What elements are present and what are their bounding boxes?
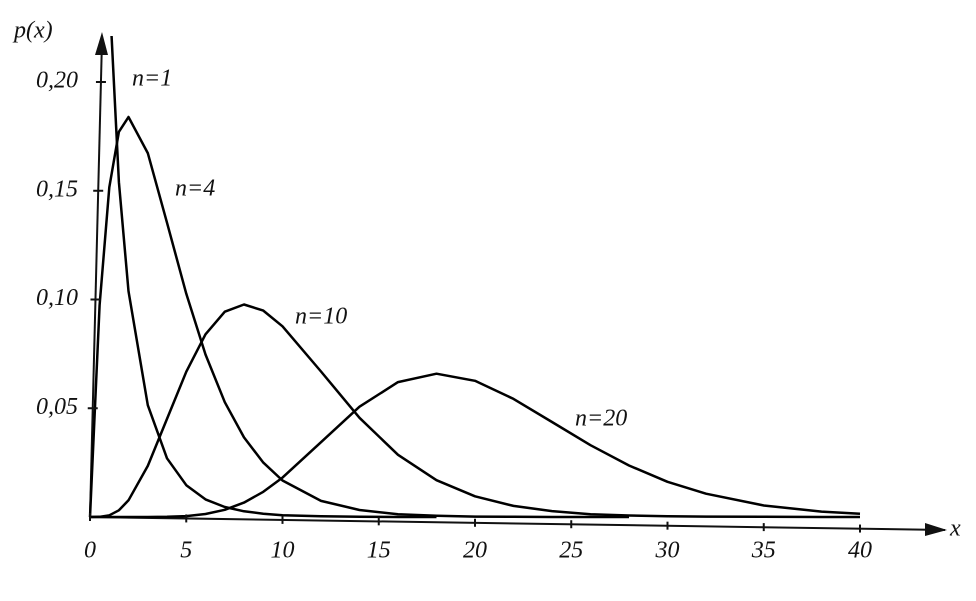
x-tick-label: 15 bbox=[367, 538, 391, 564]
y-tick-label: 0,20 bbox=[36, 68, 78, 94]
curve bbox=[88, 115, 629, 519]
curve-label: n=4 bbox=[175, 176, 215, 202]
x-arrow bbox=[925, 523, 947, 536]
x-tick-label: 30 bbox=[655, 538, 680, 564]
y-axis bbox=[89, 39, 103, 518]
y-tick-label: 0,15 bbox=[36, 176, 78, 202]
x-tick-label: 35 bbox=[751, 538, 776, 564]
curve bbox=[110, 36, 437, 519]
x-tick-label: 40 bbox=[848, 538, 872, 564]
curve-label: n=20 bbox=[575, 406, 627, 432]
x-axis-label: x bbox=[949, 516, 961, 542]
curve-label: n=10 bbox=[295, 304, 347, 330]
y-arrow bbox=[95, 32, 108, 55]
curve bbox=[89, 303, 860, 519]
x-tick-label: 0 bbox=[84, 538, 96, 564]
curve bbox=[90, 372, 861, 519]
plot-area bbox=[88, 36, 861, 519]
x-tick-label: 5 bbox=[180, 538, 192, 564]
y-tick-label: 0,05 bbox=[36, 394, 78, 420]
x-tick-label: 25 bbox=[559, 538, 583, 564]
x-tick-label: 20 bbox=[463, 538, 487, 564]
curve-label: n=1 bbox=[132, 66, 172, 92]
x-axis bbox=[89, 516, 946, 531]
y-tick-label: 0,10 bbox=[36, 285, 78, 311]
x-tick-label: 10 bbox=[271, 538, 295, 564]
y-axis-label: p(x) bbox=[12, 18, 53, 44]
